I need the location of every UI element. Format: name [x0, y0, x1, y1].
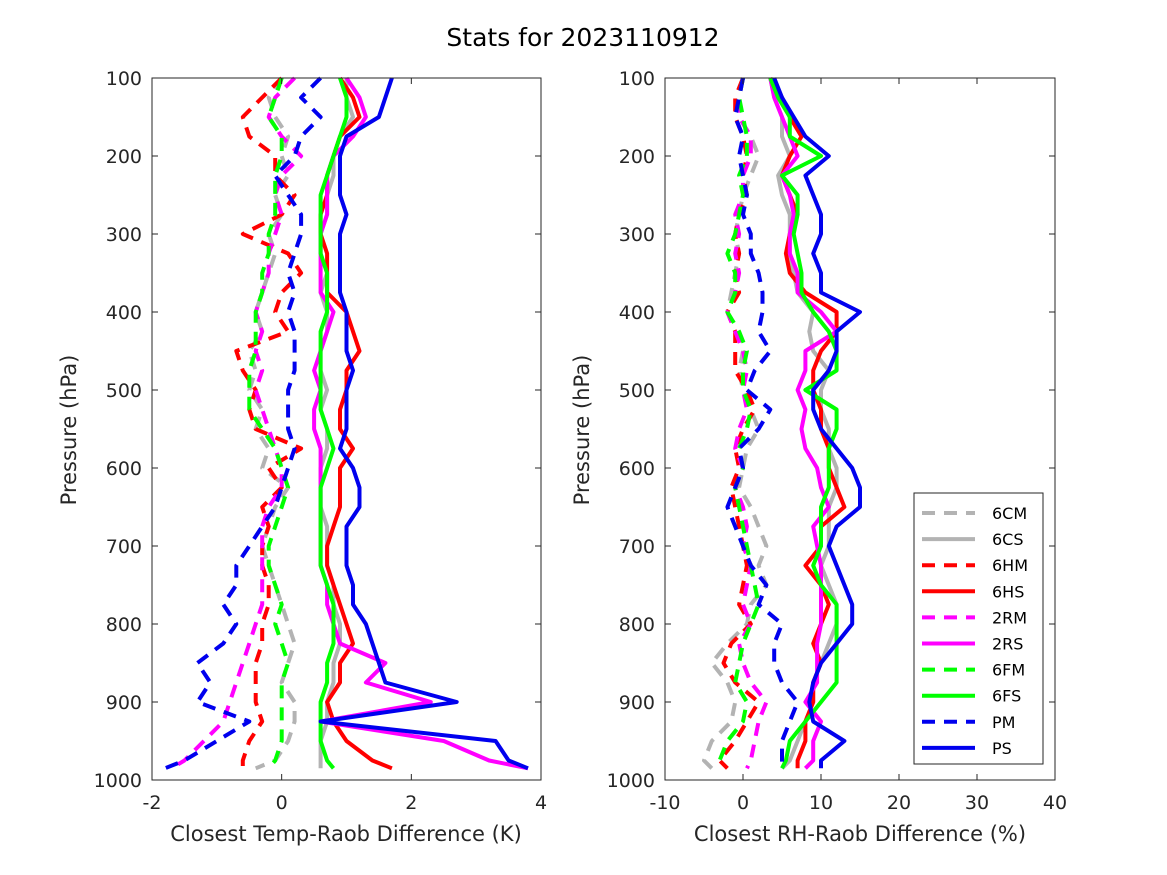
temp-x-axis-label: Closest Temp-Raob Difference (K) [170, 822, 522, 846]
legend-label-6cs: 6CS [992, 530, 1024, 549]
rh-y-tick-label: 1000 [607, 770, 655, 792]
temp-y-tick-label: 200 [106, 146, 142, 168]
rh-y-tick-label: 200 [619, 146, 655, 168]
temp-series-pm [164, 76, 323, 771]
legend-label-6fs: 6FS [992, 687, 1021, 706]
rh-series-pm [725, 77, 800, 769]
rh-x-tick-label: 40 [1043, 792, 1067, 814]
figure-title: Stats for 2023110912 [446, 23, 719, 52]
temp-x-tick-label: -2 [143, 792, 162, 814]
rh-axes: -10 0 10 20 30 40 100 200 300 400 500 600 700 800 900 1… [570, 68, 1067, 846]
temp-y-tick-label: 400 [106, 302, 142, 324]
rh-y-tick-label: 900 [619, 692, 655, 714]
legend-label-2rm: 2RM [992, 608, 1027, 627]
rh-y-tick-label: 100 [619, 68, 655, 90]
temp-y-tick-label: 700 [106, 536, 142, 558]
legend-label-6hs: 6HS [992, 582, 1024, 601]
rh-y-tick-label: 800 [619, 614, 655, 636]
temp-y-tick-label: 600 [106, 458, 142, 480]
rh-series-6fm [717, 77, 761, 769]
temp-series-6hm [234, 76, 304, 769]
rh-x-tick-label: 10 [809, 792, 833, 814]
temp-series-6fs [318, 77, 349, 770]
rh-series-6fs [768, 77, 839, 770]
temp-y-tick-label: 100 [106, 68, 142, 90]
temp-series-2rs [312, 76, 529, 771]
legend-label-pm: PM [992, 713, 1015, 732]
temp-y-tick-label: 800 [106, 614, 142, 636]
rh-x-tick-label: -10 [649, 792, 680, 814]
legend-label-6hm: 6HM [992, 556, 1028, 575]
legend-label-6fm: 6FM [992, 661, 1025, 680]
legend: 6CM 6CS 6HM 6HS 2RM 2RS 6FM 6FS PM PS [913, 492, 1044, 765]
rh-y-tick-label: 600 [619, 458, 655, 480]
temp-y-tick-label: 1000 [94, 770, 142, 792]
temp-y-tick-label: 300 [106, 224, 142, 246]
rh-y-axis-label: Pressure (hPa) [570, 355, 594, 506]
legend-label-ps: PS [992, 739, 1012, 758]
rh-series-6cm [702, 77, 769, 770]
rh-x-tick-label: 30 [965, 792, 989, 814]
rh-series-6hm [717, 77, 761, 770]
rh-series-2rs [768, 77, 839, 770]
rh-series-ps [772, 77, 862, 769]
rh-y-tick-label: 400 [619, 302, 655, 324]
legend-label-6cm: 6CM [992, 504, 1027, 523]
temp-y-tick-label: 900 [106, 692, 142, 714]
rh-x-tick-label: 20 [887, 792, 911, 814]
temp-axes-frame [151, 77, 542, 781]
rh-y-tick-label: 700 [619, 536, 655, 558]
temp-axes: -2 0 2 4 100 200 300 400 500 600 700 800 900 1000 Clo… [57, 68, 547, 846]
rh-x-tick-label: 0 [737, 792, 749, 814]
temp-y-axis-label: Pressure (hPa) [57, 355, 81, 506]
temp-series-2rm [170, 76, 304, 771]
temp-y-tick-label: 500 [106, 380, 142, 402]
legend-label-2rs: 2RS [992, 635, 1023, 654]
temp-series-ps [318, 77, 529, 771]
temp-x-tick-label: 0 [276, 792, 288, 814]
rh-y-tick-label: 300 [619, 224, 655, 246]
rh-x-axis-label: Closest RH-Raob Difference (%) [694, 822, 1026, 846]
rh-y-tick-label: 500 [619, 380, 655, 402]
rh-axes-frame [664, 77, 1056, 781]
temp-x-tick-label: 2 [405, 792, 417, 814]
temp-x-tick-label: 4 [535, 792, 547, 814]
